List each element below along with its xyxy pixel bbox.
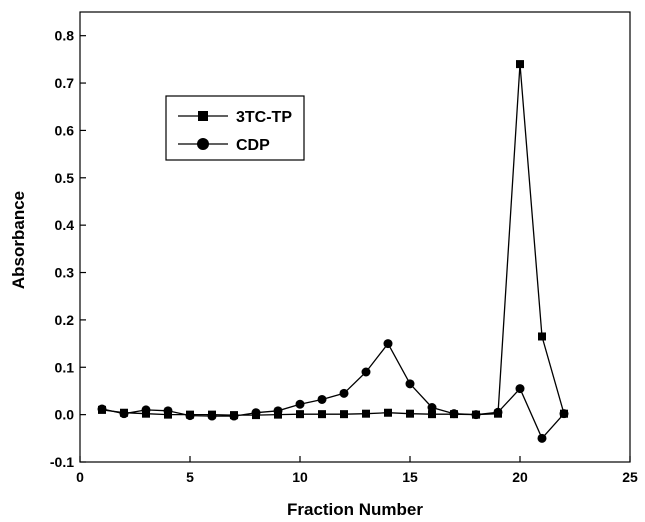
data-point-3tc-tp bbox=[362, 409, 370, 418]
y-tick-label: 0.3 bbox=[55, 265, 75, 281]
x-tick-label: 20 bbox=[512, 469, 528, 485]
y-tick-label: 0.7 bbox=[55, 75, 75, 91]
legend-box bbox=[165, 95, 305, 161]
data-point-cdp bbox=[119, 409, 129, 419]
data-point-3tc-tp bbox=[538, 332, 546, 341]
data-series bbox=[97, 60, 569, 443]
legend: 3TC-TP CDP bbox=[165, 95, 305, 161]
data-point-cdp bbox=[427, 403, 437, 413]
data-point-cdp bbox=[449, 409, 459, 419]
data-point-cdp bbox=[383, 339, 393, 349]
data-point-cdp bbox=[515, 384, 525, 394]
data-point-cdp bbox=[471, 410, 481, 420]
x-axis-title: Fraction Number bbox=[287, 500, 423, 519]
series-line-cdp bbox=[101, 342, 565, 440]
y-tick-label: -0.1 bbox=[50, 454, 74, 470]
data-point-cdp bbox=[185, 411, 195, 421]
x-tick-label: 25 bbox=[622, 469, 638, 485]
data-point-cdp bbox=[339, 388, 349, 398]
data-point-3tc-tp bbox=[406, 409, 414, 418]
data-point-3tc-tp bbox=[318, 410, 326, 419]
data-point-cdp bbox=[493, 407, 503, 417]
data-point-cdp bbox=[229, 411, 239, 421]
legend-label: CDP bbox=[236, 137, 270, 154]
data-point-cdp bbox=[207, 411, 217, 421]
y-tick-label: 0.8 bbox=[55, 28, 75, 44]
data-point-cdp bbox=[141, 405, 151, 415]
legend-square-marker bbox=[198, 111, 208, 121]
data-point-cdp bbox=[97, 404, 107, 414]
data-point-cdp bbox=[537, 433, 547, 443]
axis-ticks: 0 5 10 15 20 25 -0.1 0.0 0.1 0.2 0.3 0.4 0.5 0.6 0.7 0.… bbox=[50, 28, 638, 485]
legend-circle-marker bbox=[197, 138, 209, 150]
data-point-cdp bbox=[559, 409, 569, 419]
x-tick-label: 10 bbox=[292, 469, 308, 485]
data-point-cdp bbox=[251, 408, 261, 418]
data-point-3tc-tp bbox=[340, 410, 348, 419]
data-point-cdp bbox=[361, 367, 371, 377]
legend-label: 3TC-TP bbox=[236, 109, 292, 126]
y-tick-label: 0.5 bbox=[55, 170, 75, 186]
x-tick-label: 5 bbox=[186, 469, 194, 485]
y-tick-label: 0.6 bbox=[55, 122, 75, 138]
data-point-cdp bbox=[295, 399, 305, 409]
x-tick-label: 15 bbox=[402, 469, 418, 485]
y-tick-label: 0.0 bbox=[55, 407, 75, 423]
data-point-3tc-tp bbox=[428, 410, 436, 419]
y-axis-title: Absorbance bbox=[9, 191, 28, 289]
data-point-cdp bbox=[163, 406, 173, 416]
y-tick-label: 0.1 bbox=[55, 359, 75, 375]
y-tick-label: 0.2 bbox=[55, 312, 75, 328]
series-line-3tc-tp bbox=[101, 64, 565, 416]
plot-frame bbox=[79, 11, 631, 463]
data-point-cdp bbox=[405, 379, 415, 389]
data-point-3tc-tp bbox=[296, 410, 304, 419]
y-tick-label: 0.4 bbox=[55, 217, 75, 233]
data-point-3tc-tp bbox=[516, 60, 524, 69]
data-point-3tc-tp bbox=[384, 408, 392, 417]
data-point-cdp bbox=[317, 394, 327, 404]
x-tick-label: 0 bbox=[76, 469, 84, 485]
data-point-cdp bbox=[273, 406, 283, 416]
